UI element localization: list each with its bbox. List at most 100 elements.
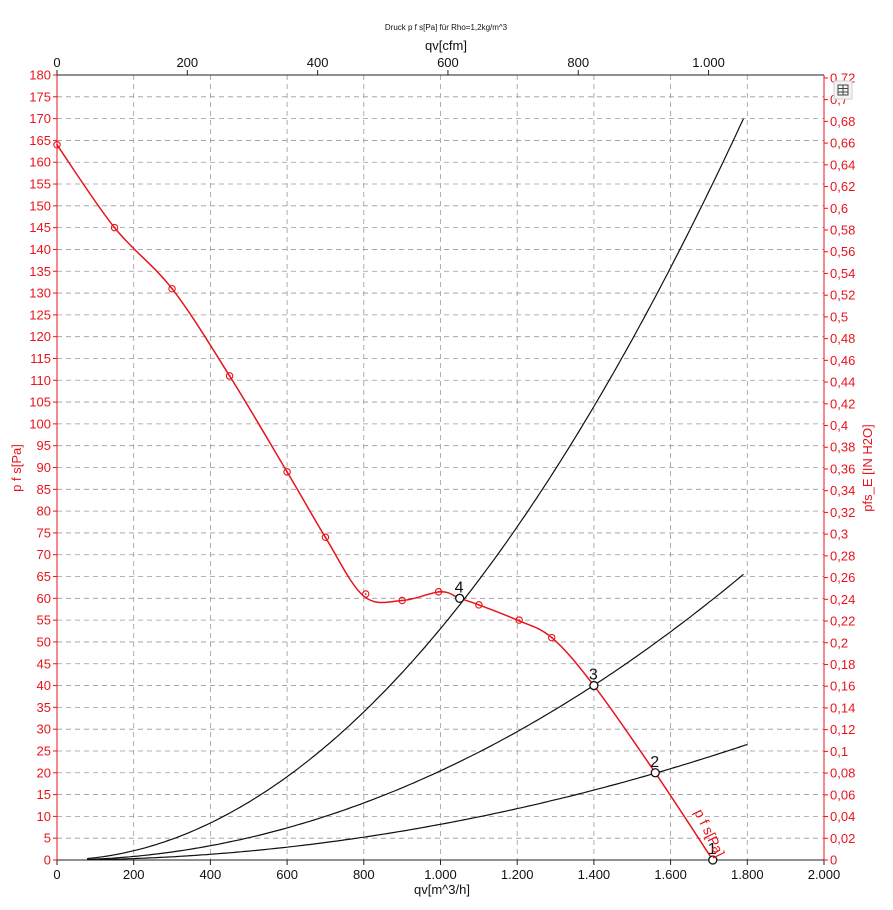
system-curve — [87, 118, 745, 860]
operating-point — [455, 593, 465, 603]
y2-tick-label: 0,18 — [830, 657, 855, 672]
x-tick-label: 1.000 — [424, 867, 457, 882]
y2-tick-label: 0 — [830, 853, 837, 868]
table-icon[interactable] — [833, 80, 853, 100]
x-tick-label: 0 — [53, 867, 60, 882]
y-tick-label: 115 — [30, 351, 51, 366]
grid — [57, 75, 824, 860]
y-tick-label: 120 — [29, 329, 51, 344]
measurement-marker — [53, 141, 61, 149]
x-tick-label: 1.800 — [731, 867, 764, 882]
measurement-marker-dot — [550, 636, 553, 639]
y-tick-label: 150 — [29, 198, 51, 213]
x-tick-label: 2.000 — [808, 867, 841, 882]
operating-point — [650, 768, 660, 778]
x-tick-label: 1.400 — [578, 867, 611, 882]
x-tick-label: 600 — [276, 867, 298, 882]
y2-tick-label: 0,52 — [830, 288, 855, 303]
y2-tick-label: 0,56 — [830, 244, 855, 259]
measurement-marker — [475, 601, 483, 609]
measurement-marker-dot — [518, 619, 521, 622]
top-tick-label: 0 — [53, 55, 60, 70]
x-tick-label: 1.600 — [654, 867, 687, 882]
y2-tick-label: 0,06 — [830, 787, 855, 802]
measurement-marker-dot — [171, 287, 173, 290]
y-tick-label: 170 — [29, 111, 51, 126]
y2-tick-label: 0,02 — [830, 831, 855, 846]
y2-tick-label: 0,4 — [830, 418, 848, 433]
y-tick-label: 165 — [29, 133, 51, 148]
operating-point-label: 1 — [708, 841, 717, 858]
measurement-marker — [283, 468, 291, 476]
x-tick-label: 200 — [123, 867, 145, 882]
y-tick-label: 5 — [44, 831, 51, 846]
y2-tick-label: 0,14 — [830, 700, 855, 715]
measurement-marker-dot — [364, 593, 367, 595]
y-tick-label: 60 — [37, 591, 51, 606]
y2-tick-label: 0,58 — [830, 223, 855, 238]
y-tick-label: 105 — [29, 395, 51, 410]
y-tick-label: 175 — [29, 89, 51, 104]
y-tick-label: 10 — [37, 809, 51, 824]
system-curve — [87, 573, 744, 860]
y-tick-label: 70 — [37, 547, 51, 562]
measurement-marker-dot — [228, 375, 231, 377]
fan-curve-line — [56, 144, 714, 861]
y-tick-label: 30 — [37, 722, 51, 737]
measurement-marker-dot — [437, 590, 440, 593]
y-tick-label: 50 — [37, 634, 51, 649]
chart-title: Druck p f s[Pa] für Rho=1,2kg/m^3 — [385, 23, 508, 32]
y2-tick-label: 0,12 — [830, 722, 855, 737]
measurement-marker — [515, 616, 523, 624]
measurement-marker-dot — [113, 226, 116, 229]
y2-tick-label: 0,54 — [830, 266, 855, 281]
y2-tick-label: 0,32 — [830, 505, 855, 520]
measurement-marker — [168, 284, 176, 293]
y-tick-label: 90 — [37, 460, 51, 475]
y2-tick-label: 0,66 — [830, 136, 855, 151]
y-tick-label: 85 — [37, 482, 51, 497]
y2-tick-label: 0,64 — [830, 157, 855, 172]
y2-tick-label: 0,22 — [830, 614, 855, 629]
y-tick-label: 130 — [29, 286, 51, 301]
y-tick-label: 15 — [37, 787, 51, 802]
y-tick-label: 25 — [37, 743, 51, 758]
y-tick-label: 180 — [29, 68, 51, 83]
y-tick-label: 75 — [37, 525, 51, 540]
y-tick-label: 110 — [30, 373, 51, 388]
y2-tick-label: 0,08 — [830, 766, 855, 781]
system-curve — [87, 743, 748, 861]
y2-tick-label: 0,44 — [830, 375, 855, 390]
y2-tick-label: 0,36 — [830, 461, 855, 476]
bottom-axis-label: qv[m^3/h] — [414, 882, 470, 897]
measurement-marker — [434, 588, 443, 596]
y2-tick-label: 0,2 — [830, 635, 848, 650]
y-tick-label: 100 — [29, 416, 51, 431]
operating-point-label: 3 — [589, 667, 598, 684]
top-tick-label: 1.000 — [692, 55, 725, 70]
y2-tick-label: 0,1 — [830, 744, 848, 759]
operating-points: 1 2 3 4 — [455, 579, 718, 865]
operating-point — [708, 855, 718, 865]
measurement-marker — [321, 533, 330, 542]
y-tick-label: 160 — [29, 155, 51, 170]
measurement-marker-dot — [286, 470, 288, 473]
y-tick-label: 40 — [37, 678, 51, 693]
operating-point — [589, 680, 599, 691]
y2-tick-label: 0,16 — [830, 679, 855, 694]
right-axis-label: pfs_E [IN H2O] — [860, 424, 875, 511]
x-tick-label: 400 — [200, 867, 222, 882]
y-tick-label: 0 — [44, 853, 51, 868]
top-tick-label: 800 — [567, 55, 589, 70]
y2-tick-label: 0,24 — [830, 592, 855, 607]
y-tick-label: 155 — [29, 177, 51, 192]
x-tick-label: 1.200 — [501, 867, 534, 882]
measurement-marker — [361, 590, 370, 598]
y2-tick-label: 0,3 — [830, 527, 848, 542]
y2-tick-label: 0,68 — [830, 114, 855, 129]
top-tick-label: 400 — [307, 55, 329, 70]
y-tick-label: 55 — [37, 613, 51, 628]
y-tick-label: 125 — [29, 307, 51, 322]
measurement-marker-dot — [324, 536, 327, 539]
